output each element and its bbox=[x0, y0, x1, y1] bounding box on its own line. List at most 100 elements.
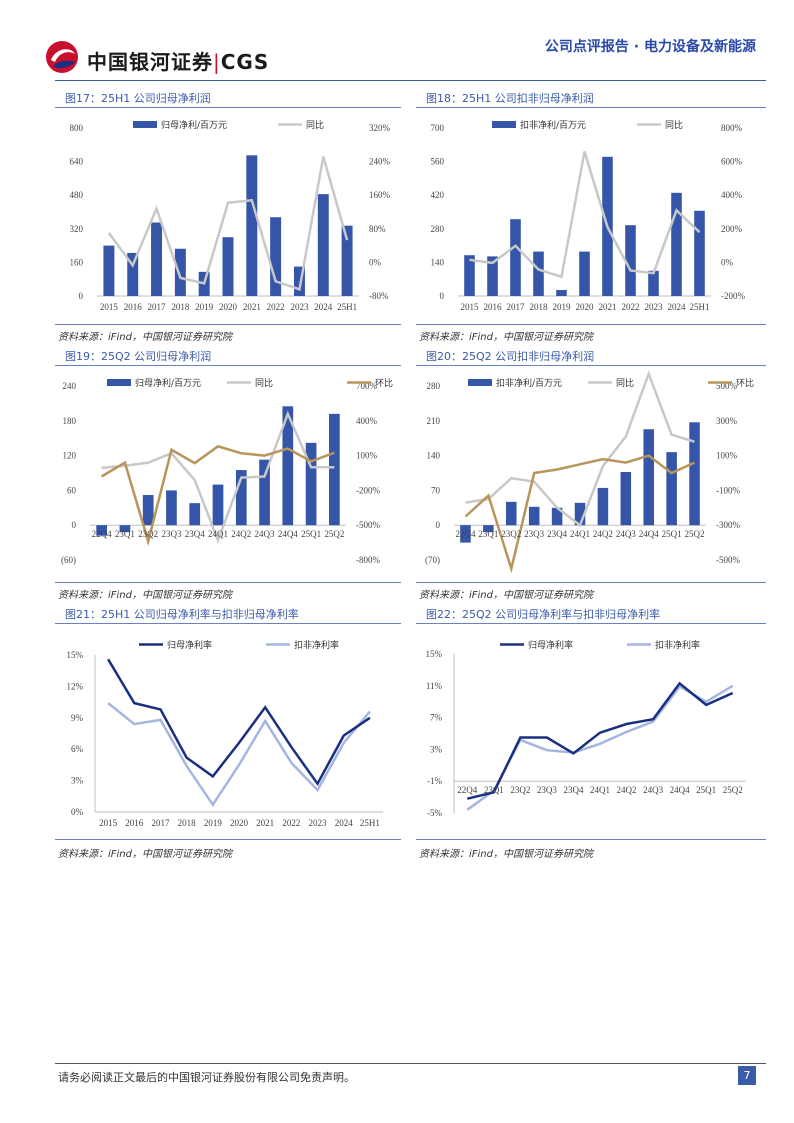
legend-label: 同比 bbox=[306, 119, 324, 131]
bar bbox=[282, 406, 294, 526]
y-tick-label: 70 bbox=[431, 485, 441, 495]
x-tick-label: 22Q4 bbox=[92, 529, 112, 539]
y2-tick-label: 500% bbox=[716, 381, 738, 391]
x-tick-label: 23Q3 bbox=[161, 529, 181, 539]
x-tick-label: 24Q3 bbox=[643, 785, 663, 795]
bar bbox=[259, 459, 270, 526]
x-tick-label: 2024 bbox=[335, 818, 354, 828]
x-tick-label: 25Q2 bbox=[723, 785, 743, 795]
legend-label: 扣非净利/百万元 bbox=[496, 377, 562, 389]
y-tick-label: 3% bbox=[71, 776, 84, 786]
bar bbox=[151, 222, 163, 296]
chart-svg: (70) 0 70 140 210 280 -500% -300% -100% 100% 300% 5… bbox=[425, 370, 754, 574]
x-tick-label: 2019 bbox=[553, 302, 572, 312]
series-line bbox=[101, 410, 335, 544]
chart-svg: 0% 3% 6% 9% 12% 15% 2015 2016 2017 2018 2019 2020 20… bbox=[67, 639, 383, 828]
cgs-logo-icon bbox=[46, 41, 78, 73]
x-tick-label: 23Q4 bbox=[563, 785, 583, 795]
figure-divider bbox=[416, 623, 766, 624]
x-tick-label: 2018 bbox=[178, 818, 197, 828]
bar bbox=[174, 248, 186, 296]
figure-21-source: 资料来源：iFind，中国银河证券研究院 bbox=[58, 849, 232, 860]
chart-svg: 0 140 280 420 560 700 -200% 0% 200% 400% 600% 800% 2… bbox=[431, 119, 746, 312]
chart-svg: 0 160 320 480 640 800 -80% 0% 80% 160% 240% 320% 201… bbox=[70, 119, 391, 312]
figure-22-source: 资料来源：iFind，中国银河证券研究院 bbox=[419, 849, 593, 860]
figure-divider bbox=[416, 582, 766, 583]
logo-text-en: CGS bbox=[220, 50, 270, 74]
x-tick-label: 2020 bbox=[230, 818, 249, 828]
y-tick-label: 0 bbox=[436, 520, 441, 530]
y-tick-label: 560 bbox=[431, 157, 445, 167]
bar bbox=[625, 225, 636, 296]
y-tick-label: 160 bbox=[70, 257, 84, 267]
x-tick-label: 2023 bbox=[290, 302, 309, 312]
y-tick-label: 9% bbox=[71, 713, 84, 723]
legend-label: 归母净利率 bbox=[167, 639, 212, 651]
y-tick-label: 320 bbox=[70, 224, 84, 234]
y-tick-label: 15% bbox=[426, 649, 443, 659]
x-tick-label: 2021 bbox=[599, 302, 617, 312]
bar bbox=[556, 290, 567, 296]
bar bbox=[510, 219, 521, 296]
y2-tick-label: -200% bbox=[721, 291, 745, 301]
series-line bbox=[107, 156, 349, 291]
bar bbox=[127, 252, 139, 296]
y-tick-label: 480 bbox=[70, 190, 84, 200]
y2-tick-label: 80% bbox=[369, 224, 386, 234]
y-tick-label: 420 bbox=[431, 190, 445, 200]
bar bbox=[189, 503, 201, 526]
bar bbox=[597, 487, 609, 526]
y-tick-label: -5% bbox=[427, 808, 442, 818]
y-tick-label: 0 bbox=[79, 291, 84, 301]
figure-18-source: 资料来源：iFind，中国银河证券研究院 bbox=[419, 332, 593, 343]
y-tick-label: 140 bbox=[427, 451, 441, 461]
y-tick-label: 640 bbox=[70, 157, 84, 167]
y2-tick-label: 800% bbox=[721, 123, 743, 133]
legend-swatch bbox=[492, 121, 516, 128]
x-tick-label: 23Q1 bbox=[478, 529, 498, 539]
figure-22-chart: -5% -1% 3% 7% 11% 15% 22Q4 23Q1 23Q2 23Q3 23Q4 24Q1… bbox=[416, 626, 766, 836]
x-tick-label: 24Q1 bbox=[208, 529, 228, 539]
legend-label: 扣非净利/百万元 bbox=[520, 119, 586, 131]
y2-tick-label: -800% bbox=[356, 555, 380, 565]
y-tick-label: 120 bbox=[63, 451, 77, 461]
x-tick-label: 25Q1 bbox=[696, 785, 716, 795]
x-tick-label: 2020 bbox=[576, 302, 595, 312]
figure-21-title: 图21：25H1 公司归母净利率与扣非归母净利率 bbox=[65, 608, 299, 621]
y2-tick-label: -500% bbox=[356, 520, 380, 530]
x-tick-label: 23Q4 bbox=[185, 529, 205, 539]
figure-divider bbox=[55, 324, 401, 325]
x-tick-label: 23Q3 bbox=[537, 785, 557, 795]
y2-tick-label: 0% bbox=[721, 257, 734, 267]
y-tick-label: -1% bbox=[427, 776, 442, 786]
y2-tick-label: -300% bbox=[716, 520, 740, 530]
series-line bbox=[107, 702, 371, 807]
x-tick-label: 23Q1 bbox=[484, 785, 504, 795]
legend-label: 同比 bbox=[665, 119, 683, 131]
y2-tick-label: -500% bbox=[716, 555, 740, 565]
y-tick-label: (70) bbox=[425, 555, 440, 565]
figure-divider bbox=[416, 365, 766, 366]
x-tick-label: 2017 bbox=[148, 302, 167, 312]
x-tick-label: 2018 bbox=[530, 302, 549, 312]
figure-19-source: 资料来源：iFind，中国银河证券研究院 bbox=[58, 590, 232, 601]
y-tick-label: 280 bbox=[427, 381, 441, 391]
y-tick-label: 240 bbox=[63, 381, 77, 391]
y-tick-label: (60) bbox=[61, 555, 76, 565]
bar bbox=[270, 217, 282, 296]
legend-swatch bbox=[107, 379, 131, 386]
figure-19-title: 图19：25Q2 公司归母净利润 bbox=[65, 350, 212, 363]
x-tick-label: 2020 bbox=[219, 302, 238, 312]
y2-tick-label: 700% bbox=[356, 381, 378, 391]
legend-swatch bbox=[468, 379, 492, 386]
bar bbox=[305, 442, 317, 526]
x-tick-label: 23Q4 bbox=[547, 529, 567, 539]
bar bbox=[671, 192, 682, 296]
report-type: 公司点评报告 · 电力设备及新能源 bbox=[544, 39, 756, 55]
x-tick-label: 2016 bbox=[125, 818, 144, 828]
y-tick-label: 180 bbox=[63, 416, 77, 426]
x-tick-label: 24Q4 bbox=[670, 785, 690, 795]
x-tick-label: 24Q4 bbox=[278, 529, 298, 539]
bar bbox=[119, 525, 131, 533]
x-tick-label: 2023 bbox=[645, 302, 664, 312]
